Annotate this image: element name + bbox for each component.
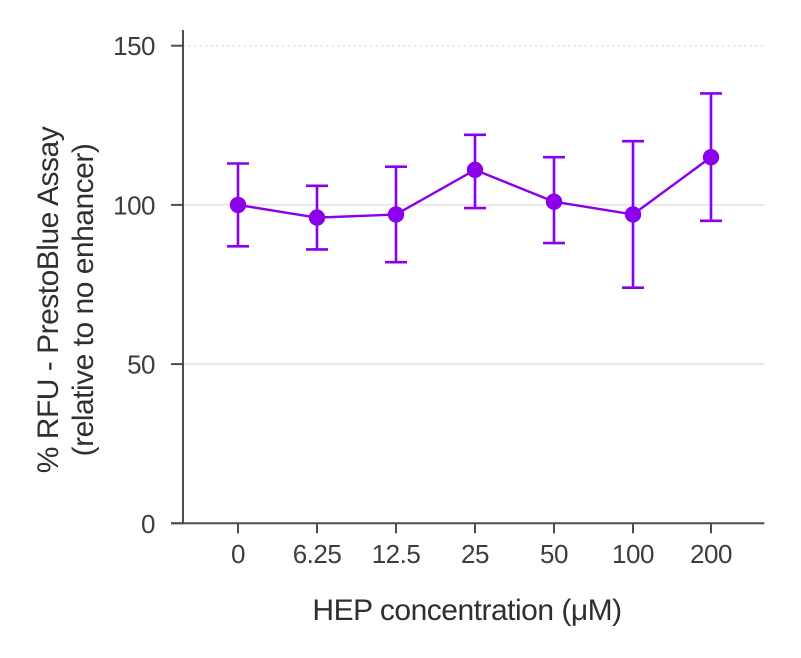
y-tick-label-100: 100 <box>113 190 155 220</box>
data-point-6.25 <box>308 209 326 226</box>
x-tick-label-0: 0 <box>231 539 245 569</box>
x-axis-title: HEP concentration (μM) <box>312 594 622 627</box>
y-axis-title-line1: % RFU - PrestoBlue Assay <box>32 126 65 474</box>
data-point-200 <box>702 148 720 166</box>
y-tick-label-150: 150 <box>113 31 155 61</box>
x-tick-label-6.25: 6.25 <box>293 539 342 569</box>
x-tick-label-25: 25 <box>461 539 489 569</box>
x-tick-label-50: 50 <box>540 539 568 569</box>
data-point-0 <box>229 196 247 214</box>
x-tick-label-100: 100 <box>612 539 654 569</box>
data-point-12.5 <box>387 206 405 223</box>
data-point-25 <box>466 161 484 179</box>
x-tick-label-200: 200 <box>690 539 732 569</box>
x-tick-label-12.5: 12.5 <box>372 539 421 569</box>
data-point-100 <box>624 206 642 223</box>
y-axis-title-line2: (relative to no enhancer) <box>67 143 100 457</box>
y-tick-label-0: 0 <box>141 509 155 539</box>
data-point-50 <box>545 193 563 210</box>
y-axis-title: % RFU - PrestoBlue Assay (relative to no… <box>31 127 101 473</box>
y-tick-label-50: 50 <box>127 350 155 380</box>
